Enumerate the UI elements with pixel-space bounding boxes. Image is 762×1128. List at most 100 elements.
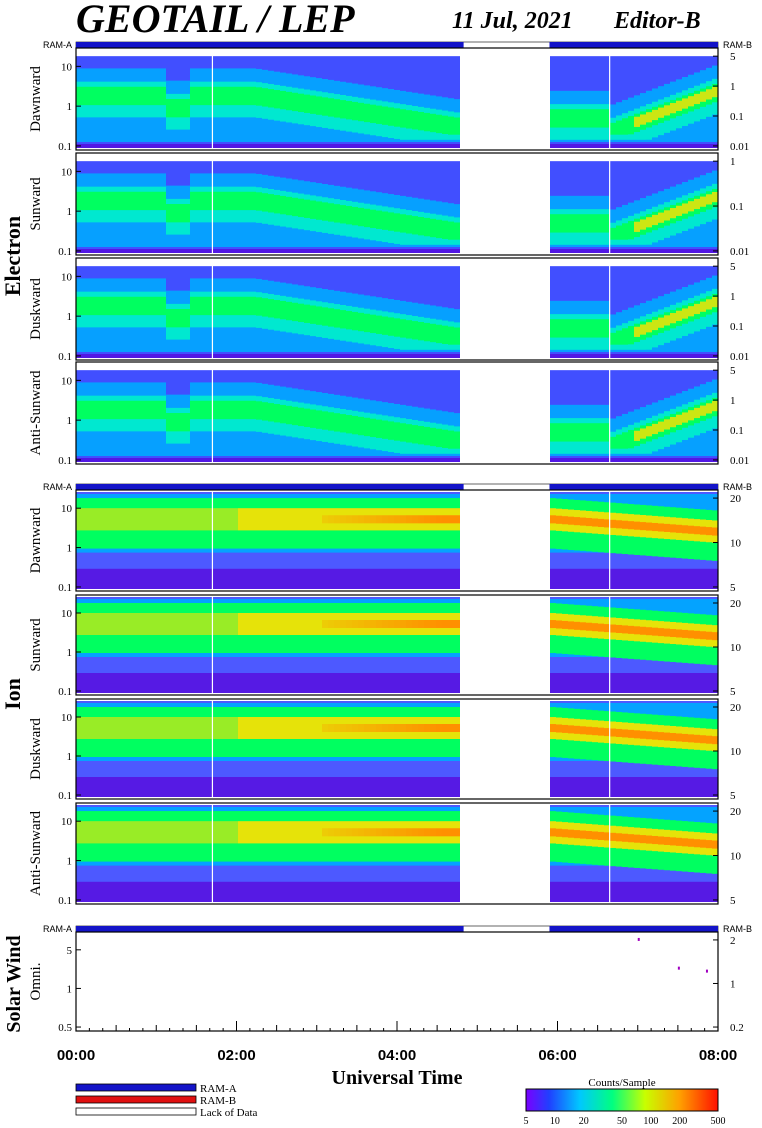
spectrogram-cell [94,613,100,635]
spectrogram-cell [388,144,394,148]
spectrogram-cell [94,296,100,316]
spectrogram-cell [208,458,214,462]
spectrogram-cell [178,821,184,844]
spectrogram-cell [94,354,100,358]
spectrogram-cell [322,97,328,116]
spectrogram-cell [394,318,400,337]
spectrogram-cell [694,407,700,419]
spectrogram-cell [286,673,292,693]
left-tick-label: 1 [67,751,73,763]
spectrogram-cell [184,881,190,902]
spectrogram-cell [676,144,682,148]
spectrogram-cell [670,673,676,693]
spectrogram-cell [196,821,202,844]
spectrogram-cell [256,508,262,531]
spectrogram-cell [628,325,634,345]
spectrogram-cell [286,458,292,462]
spectrogram-cell [76,400,82,420]
spectrogram-cell [142,613,148,635]
spectrogram-cell [160,400,166,420]
spectrogram-cell [82,821,88,844]
spectrogram-cell [256,821,262,844]
spectrogram-cell [664,458,670,462]
spectrogram-cell [628,144,634,148]
spectrogram-cell [418,515,424,524]
spectrogram-cell [622,118,628,135]
spectrogram-cell [418,321,424,341]
spectrogram-cell [424,515,430,524]
spectrogram-cell [658,317,664,328]
spectrogram-cell [562,214,568,233]
spectrogram-cell [700,458,706,462]
spectrogram-cell [190,613,196,635]
spectrogram-cell [238,296,244,316]
spectrogram-cell [640,324,646,335]
spectrogram-cell [316,777,322,797]
spectrogram-cell [202,508,208,531]
spectrogram-cell [574,621,580,630]
spectrogram-cell [610,266,616,358]
spectrogram-cell [268,777,274,797]
spectrogram-cell [346,717,352,739]
spectrogram-cell [592,568,598,589]
spectrogram-cell [322,354,328,358]
spectrogram-cell [574,319,580,338]
spectrogram-cell [418,881,424,902]
spectrogram-cell [622,833,628,842]
spectrogram-cell [580,249,586,253]
spectrogram-cell [394,213,400,232]
spectrogram-cell [640,730,646,739]
spectrogram-cell [424,828,430,837]
spectrogram-cell [670,777,676,797]
spectrogram-cell [88,777,94,797]
spectrogram-cell [400,423,406,442]
spectrogram-cell [670,417,676,428]
spectrogram-cell [310,777,316,797]
spectrogram-cell [190,568,196,589]
spectrogram-cell [340,568,346,589]
spectrogram-cell [328,777,334,797]
spectrogram-cell [586,831,592,840]
spectrogram-cell [160,86,166,106]
spectrogram-cell [442,568,448,589]
spectrogram-cell [358,515,364,524]
spectrogram-cell [622,568,628,589]
spectrogram-cell [652,144,658,148]
spectrogram-cell [394,777,400,797]
spectrogram-cell [232,508,238,531]
spectrogram-cell [130,144,136,148]
spectrogram-cell [280,195,286,215]
spectrogram-cell [274,354,280,358]
spectrogram-cell [646,112,652,123]
spectrogram-cell [166,354,172,358]
spectrogram-cell [598,458,604,462]
spectrogram-cell [568,319,574,338]
spectrogram-cell [700,526,706,535]
spectrogram-cell [658,568,664,589]
spectrogram-cell [112,296,118,316]
spectrogram-cell [232,191,238,211]
right-tick-label: 2 [730,935,736,947]
spectrogram-cell [172,613,178,635]
spectrogram-cell [130,400,136,420]
spectrogram-cell [268,249,274,253]
spectrogram-cell [616,728,622,737]
spectrogram-cell [100,881,106,902]
spectrogram-cell [364,354,370,358]
spectrogram-cell [118,568,124,589]
spectrogram-cell [640,835,646,844]
spectrogram-cell [436,324,442,344]
spectrogram-cell [598,777,604,797]
spectrogram-cell [622,673,628,693]
spectrogram-cell [628,354,634,358]
spectrogram-cell [634,354,640,358]
spectrogram-cell [130,458,136,462]
spectrogram-cell [376,315,382,334]
spectrogram-cell [148,508,154,531]
spectrogram-cell [676,354,682,358]
spectrogram-cell [106,191,112,211]
spectrogram-cell [112,821,118,844]
spectrogram-cell [328,717,334,739]
spectrogram-cell [640,249,646,253]
spectrogram-cell [76,296,82,316]
